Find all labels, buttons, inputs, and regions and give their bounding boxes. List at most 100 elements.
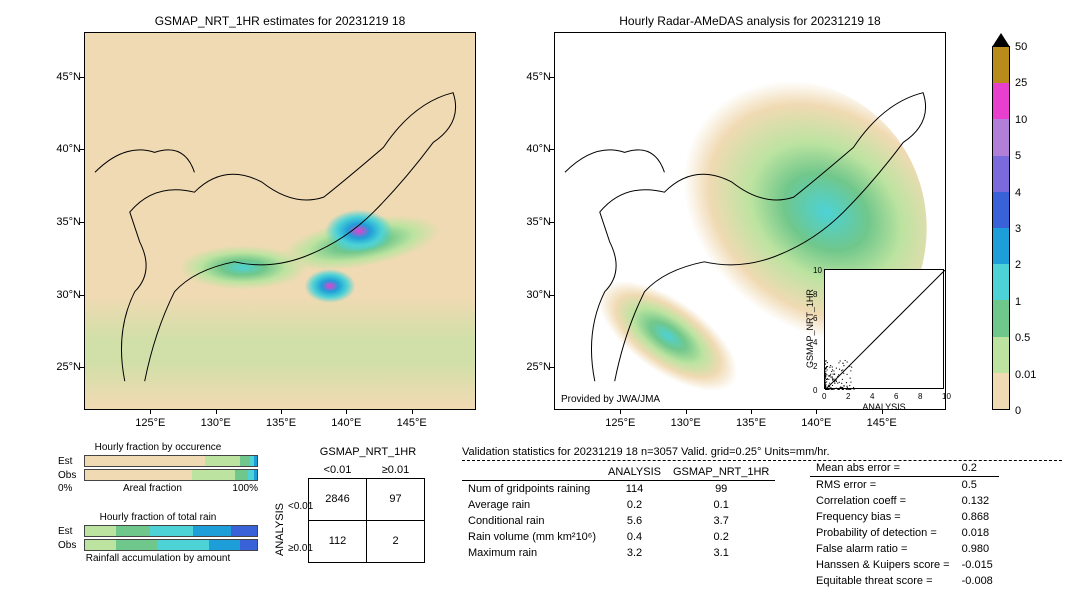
val-cell: 3.1 [667, 545, 775, 561]
scatter-x-label: ANALYSIS [825, 402, 943, 412]
colorbar-label: 4 [1015, 187, 1021, 199]
bar-segment [235, 470, 249, 480]
scatter-y-tick: 10 [813, 266, 822, 275]
bar-segment [240, 540, 257, 550]
x-tick: 140°E [801, 417, 831, 429]
ct-cell-00: 2846 [309, 478, 367, 520]
fraction-total-title: Hourly fraction of total rain [58, 512, 258, 523]
bar-segment [85, 526, 116, 536]
left-map-title: GSMAP_NRT_1HR estimates for 20231219 18 [84, 14, 476, 28]
colorbar: 00.010.512345102550 [992, 46, 1010, 410]
colorbar-segment [993, 373, 1009, 409]
stat-value: 0.5 [956, 477, 999, 494]
val-cell: 0.2 [667, 529, 775, 545]
stacked-bar [84, 455, 258, 467]
val-col-header: GSMAP_NRT_1HR [667, 464, 775, 481]
bar-segment [254, 456, 257, 466]
x-tick: 140°E [331, 417, 361, 429]
val-cell: 3.2 [602, 545, 667, 561]
colorbar-label: 3 [1015, 223, 1021, 235]
scatter-x-tick: 10 [942, 392, 951, 401]
stat-label: Correlation coeff = [810, 493, 956, 509]
occ-left-label: 0% [58, 483, 72, 494]
ct-row-0: <0.01 [288, 491, 313, 512]
val-cell: Maximum rain [462, 545, 602, 561]
bar-segment [192, 470, 235, 480]
x-tick: 135°E [266, 417, 296, 429]
x-tick: 125°E [605, 417, 635, 429]
contingency-table: <0.01≥0.01 284697 1122 [308, 462, 425, 563]
right-map-title: Hourly Radar-AMeDAS analysis for 2023121… [554, 14, 946, 28]
colorbar-segment [993, 47, 1009, 83]
ct-cell-01: 97 [367, 478, 425, 520]
scatter-y-tick: 4 [813, 338, 817, 347]
fraction-occurrence: Hourly fraction by occurence EstObs 0% A… [58, 442, 258, 494]
colorbar-label: 0.5 [1015, 332, 1030, 344]
val-cell: Conditional rain [462, 513, 602, 529]
scatter-x-tick: 0 [822, 392, 826, 401]
val-cell: Num of gridpoints raining [462, 481, 602, 498]
colorbar-segment [993, 119, 1009, 155]
ct-cell-11: 2 [367, 520, 425, 562]
stat-label: RMS error = [810, 477, 956, 494]
bar-row-label: Est [58, 456, 84, 467]
x-tick: 145°E [867, 417, 897, 429]
colorbar-segment [993, 300, 1009, 336]
val-cell: 0.1 [667, 497, 775, 513]
val-cell: Rain volume (mm km²10⁶) [462, 529, 602, 545]
scatter-x-tick: 4 [870, 392, 874, 401]
bar-segment [254, 470, 257, 480]
stat-label: Probability of detection = [810, 525, 956, 541]
colorbar-segment [993, 156, 1009, 192]
val-cell: 114 [602, 481, 667, 498]
bar-segment [85, 456, 205, 466]
bar-segment [85, 540, 116, 550]
colorbar-label: 0.01 [1015, 369, 1036, 381]
colorbar-arrow-icon [992, 33, 1010, 47]
scatter-y-tick: 0 [813, 386, 817, 395]
contingency-row-headers: <0.01 ≥0.01 [288, 480, 313, 564]
colorbar-label: 1 [1015, 296, 1021, 308]
ct-cell-10: 112 [309, 520, 367, 562]
x-tick: 130°E [201, 417, 231, 429]
colorbar-label: 5 [1015, 150, 1021, 162]
colorbar-segment [993, 192, 1009, 228]
validation-stats: Mean abs error =0.2RMS error =0.5Correla… [810, 460, 999, 589]
stat-value: -0.008 [956, 573, 999, 589]
stat-value: 0.868 [956, 509, 999, 525]
stat-value: 0.2 [956, 460, 999, 477]
colorbar-segment [993, 264, 1009, 300]
colorbar-segment [993, 228, 1009, 264]
scatter-y-tick: 2 [813, 362, 817, 371]
bar-segment [157, 540, 209, 550]
x-tick: 145°E [397, 417, 427, 429]
ct-row-1: ≥0.01 [288, 533, 313, 554]
val-cell: 0.2 [602, 497, 667, 513]
stat-value: -0.015 [956, 557, 999, 573]
stacked-bar [84, 539, 258, 551]
validation-header: Validation statistics for 20231219 18 n=… [462, 446, 1062, 461]
scatter-x-tick: 8 [918, 392, 922, 401]
bar-segment [85, 470, 192, 480]
scatter-x-tick: 2 [846, 392, 850, 401]
x-tick: 130°E [671, 417, 701, 429]
colorbar-segment [993, 83, 1009, 119]
stacked-bar [84, 525, 258, 537]
validation-table: ANALYSISGSMAP_NRT_1HRNum of gridpoints r… [462, 464, 775, 561]
contingency-row-axis: ANALYSIS [274, 488, 286, 572]
scatter-inset: ANALYSIS GSMAP_NRT_1HR 00224466881010 [824, 269, 944, 389]
stat-label: False alarm ratio = [810, 541, 956, 557]
stat-value: 0.980 [956, 541, 999, 557]
bar-segment [205, 456, 239, 466]
bar-row-label: Obs [58, 540, 84, 551]
val-cell: 5.6 [602, 513, 667, 529]
colorbar-label: 0 [1015, 405, 1021, 417]
stat-label: Mean abs error = [810, 460, 956, 477]
scatter-y-tick: 6 [813, 314, 817, 323]
stacked-bar [84, 469, 258, 481]
stat-label: Frequency bias = [810, 509, 956, 525]
val-col-header [462, 464, 602, 481]
val-cell: Average rain [462, 497, 602, 513]
stat-label: Hanssen & Kuipers score = [810, 557, 956, 573]
bar-segment [193, 526, 231, 536]
